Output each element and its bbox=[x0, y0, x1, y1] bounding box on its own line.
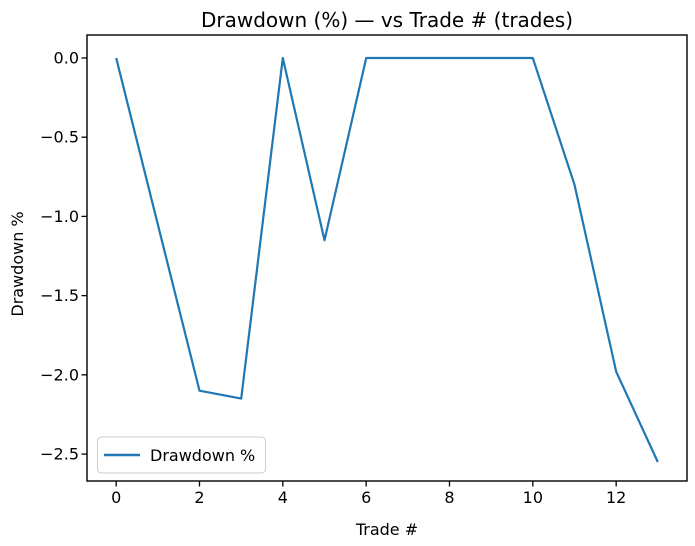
x-axis-label: Trade # bbox=[355, 520, 418, 539]
y-tick-label: 0.0 bbox=[54, 48, 79, 67]
y-tick-label: −1.5 bbox=[40, 286, 79, 305]
x-axis-ticks: 0 2 4 6 8 10 12 bbox=[111, 481, 626, 507]
y-tick-label: −0.5 bbox=[40, 128, 79, 147]
x-tick-label: 10 bbox=[523, 488, 543, 507]
legend-box bbox=[97, 436, 266, 474]
legend: Drawdown % bbox=[97, 436, 266, 474]
y-tick-label: −2.5 bbox=[40, 445, 79, 464]
y-axis-label: Drawdown % bbox=[8, 211, 27, 316]
y-tick-label: −2.0 bbox=[40, 365, 79, 384]
x-tick-label: 12 bbox=[606, 488, 626, 507]
legend-label: Drawdown % bbox=[150, 446, 255, 465]
chart-title: Drawdown (%) — vs Trade # (trades) bbox=[201, 8, 573, 32]
x-tick-label: 2 bbox=[194, 488, 204, 507]
plot-area-spines bbox=[86, 34, 688, 482]
x-tick-label: 0 bbox=[111, 488, 121, 507]
y-axis-ticks: 0.0 −0.5 −1.0 −1.5 −2.0 −2.5 bbox=[40, 48, 87, 464]
x-tick-label: 4 bbox=[278, 488, 288, 507]
y-tick-label: −1.0 bbox=[40, 207, 79, 226]
x-tick-label: 8 bbox=[444, 488, 454, 507]
x-tick-label: 6 bbox=[361, 488, 371, 507]
drawdown-line-series bbox=[115, 56, 659, 463]
